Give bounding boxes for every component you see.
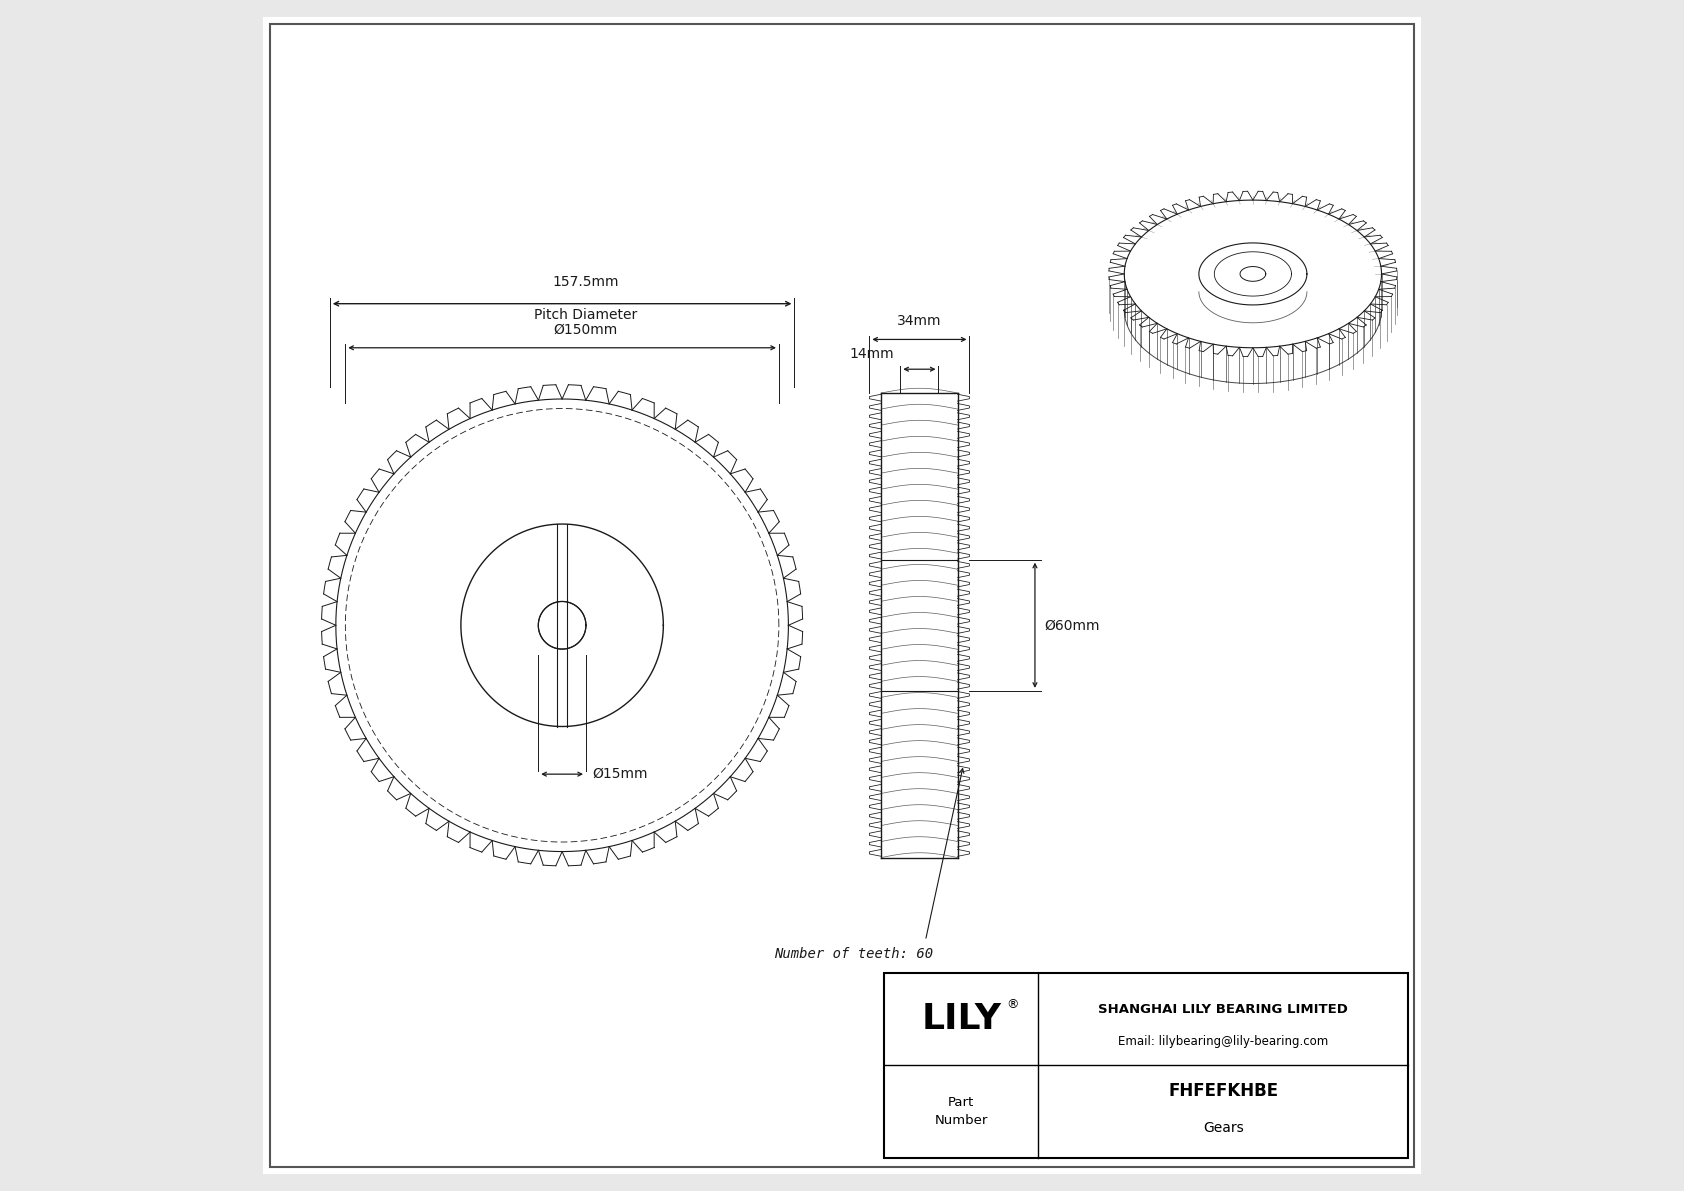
Text: Pitch Diameter: Pitch Diameter: [534, 307, 638, 322]
Text: Part
Number: Part Number: [935, 1096, 989, 1127]
Text: Number of teeth: 60: Number of teeth: 60: [775, 947, 933, 961]
Text: SHANGHAI LILY BEARING LIMITED: SHANGHAI LILY BEARING LIMITED: [1098, 1004, 1349, 1016]
Text: Gears: Gears: [1202, 1121, 1244, 1135]
Text: ®: ®: [1007, 998, 1019, 1011]
Text: Email: lilybearing@lily-bearing.com: Email: lilybearing@lily-bearing.com: [1118, 1035, 1329, 1048]
Text: 34mm: 34mm: [898, 313, 941, 328]
Text: Ø150mm: Ø150mm: [554, 323, 618, 337]
Text: 14mm: 14mm: [850, 347, 894, 361]
Text: LILY: LILY: [921, 1002, 1002, 1036]
Text: 157.5mm: 157.5mm: [552, 275, 620, 289]
Text: Ø15mm: Ø15mm: [591, 767, 647, 781]
Text: Ø60mm: Ø60mm: [1044, 618, 1100, 632]
Text: FHFEFKHBE: FHFEFKHBE: [1169, 1083, 1278, 1100]
Bar: [884, 973, 1408, 1158]
